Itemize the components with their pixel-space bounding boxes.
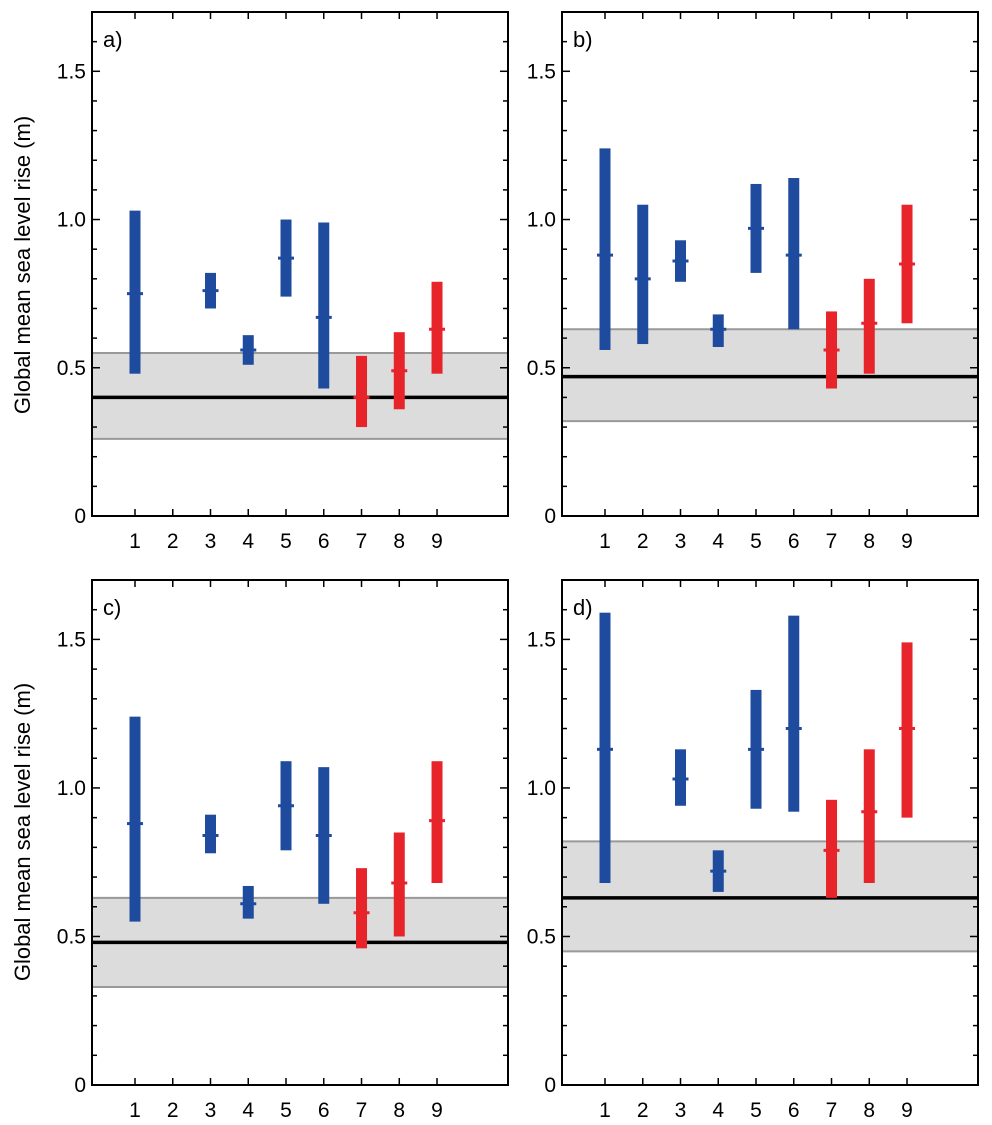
x-tick-label: 7 <box>356 530 368 553</box>
x-tick-label: 7 <box>826 530 838 553</box>
y-axis-label-bottom: Global mean sea level rise (m) <box>10 683 35 981</box>
x-tick-label: 8 <box>393 1099 405 1122</box>
panel-letter: a) <box>103 27 123 52</box>
panel-b: 0 0.5 1.0 1.5 1 2 3 4 5 6 7 8 9 b) <box>527 11 979 553</box>
x-tick-label: 1 <box>129 1099 141 1122</box>
x-tick-label: 5 <box>750 1099 762 1122</box>
y-tick-label: 1.5 <box>57 60 86 83</box>
x-tick-label: 5 <box>750 530 762 553</box>
y-tick-label: 1.0 <box>527 777 556 800</box>
y-tick-label: 0.5 <box>57 357 86 380</box>
plot-frame <box>561 579 979 1086</box>
y-tick-label: 1.0 <box>527 209 556 232</box>
x-tick-label: 2 <box>637 1099 649 1122</box>
x-tick-label: 6 <box>318 530 330 553</box>
x-tick-label: 3 <box>205 1099 217 1122</box>
x-tick-label: 9 <box>901 530 913 553</box>
y-tick-label: 1.5 <box>527 628 556 651</box>
x-tick-label: 8 <box>863 1099 875 1122</box>
x-tick-label: 9 <box>431 530 443 553</box>
x-tick-label: 7 <box>356 1099 368 1122</box>
y-tick-label: 0.5 <box>527 925 556 948</box>
panel-a: 0 0.5 1.0 1.5 1 2 3 4 5 6 7 8 9 a) <box>57 11 509 553</box>
y-tick-label: 0 <box>74 1074 86 1097</box>
x-tick-label: 4 <box>242 530 254 553</box>
plot-frame <box>91 11 509 517</box>
x-tick-label: 3 <box>205 530 217 553</box>
x-tick-label: 6 <box>788 530 800 553</box>
y-tick-label: 1.0 <box>57 777 86 800</box>
range-bar <box>599 148 611 350</box>
plot-frame <box>91 579 509 1086</box>
panel-letter: b) <box>573 27 593 52</box>
x-tick-label: 1 <box>599 1099 611 1122</box>
x-tick-label: 6 <box>318 1099 330 1122</box>
panel-d: 0 0.5 1.0 1.5 1 2 3 4 5 6 7 8 9 d) <box>527 579 979 1122</box>
range-bar <box>129 716 141 922</box>
x-tick-label: 5 <box>280 1099 292 1122</box>
x-tick-label: 5 <box>280 530 292 553</box>
y-tick-label: 0 <box>544 1074 556 1097</box>
range-bar <box>318 222 330 389</box>
x-tick-label: 3 <box>675 1099 687 1122</box>
y-tick-label: 0 <box>544 505 556 528</box>
y-tick-label: 1.0 <box>57 209 86 232</box>
range-bar <box>356 355 368 428</box>
range-bar <box>788 615 800 812</box>
y-axis-label-top: Global mean sea level rise (m) <box>10 116 35 414</box>
x-tick-label: 4 <box>712 530 724 553</box>
y-tick-label: 0.5 <box>57 925 86 948</box>
x-tick-label: 6 <box>788 1099 800 1122</box>
x-tick-label: 2 <box>637 530 649 553</box>
range-bar <box>863 749 875 883</box>
panel-letter: d) <box>573 595 593 620</box>
panel-letter: c) <box>103 595 121 620</box>
plot-frame <box>561 11 979 517</box>
x-tick-label: 8 <box>863 530 875 553</box>
x-tick-label: 2 <box>167 1099 179 1122</box>
x-tick-label: 1 <box>599 530 611 553</box>
x-tick-label: 3 <box>675 530 687 553</box>
panel-c: 0 0.5 1.0 1.5 1 2 3 4 5 6 7 8 9 c) <box>57 579 509 1122</box>
range-bar <box>356 868 368 949</box>
x-tick-label: 1 <box>129 530 141 553</box>
x-tick-label: 4 <box>712 1099 724 1122</box>
y-tick-label: 0 <box>74 505 86 528</box>
range-bar <box>637 204 649 345</box>
x-tick-label: 9 <box>431 1099 443 1122</box>
x-tick-label: 7 <box>826 1099 838 1122</box>
x-tick-label: 2 <box>167 530 179 553</box>
x-tick-label: 9 <box>901 1099 913 1122</box>
x-tick-label: 4 <box>242 1099 254 1122</box>
y-tick-label: 1.5 <box>57 628 86 651</box>
y-tick-label: 0.5 <box>527 357 556 380</box>
y-tick-label: 1.5 <box>527 60 556 83</box>
x-tick-label: 8 <box>393 530 405 553</box>
range-bar <box>863 278 875 374</box>
